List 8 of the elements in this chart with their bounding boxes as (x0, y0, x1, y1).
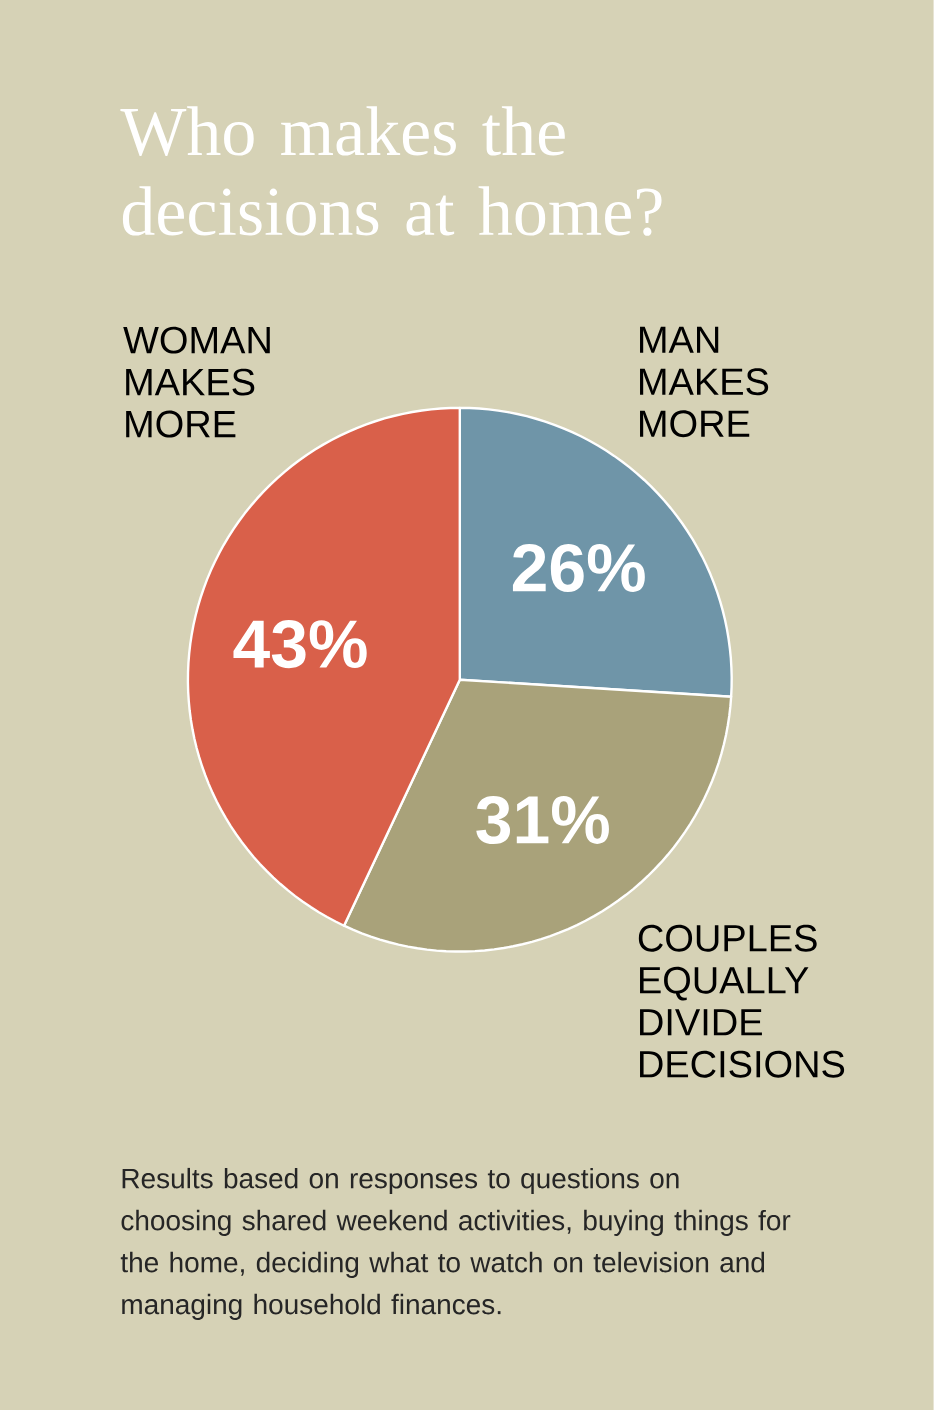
data-label: 43% (233, 619, 367, 669)
text: Results based on responses to questions on choosing shared weekend activities, buying things for the home, deciding what to watch on television and managing household finances. (120, 1167, 791, 1320)
slice-label: COUPLES EQUALLY DIVIDE DECISIONS (639, 924, 845, 1078)
slice-label: MAN MAKES MORE (640, 326, 769, 438)
chart-title: Who makes the decisions at home? (120, 106, 662, 236)
slice-label: WOMAN MAKES MORE (123, 326, 270, 438)
data-label: 26% (513, 543, 646, 593)
data-label: 31% (476, 795, 610, 845)
